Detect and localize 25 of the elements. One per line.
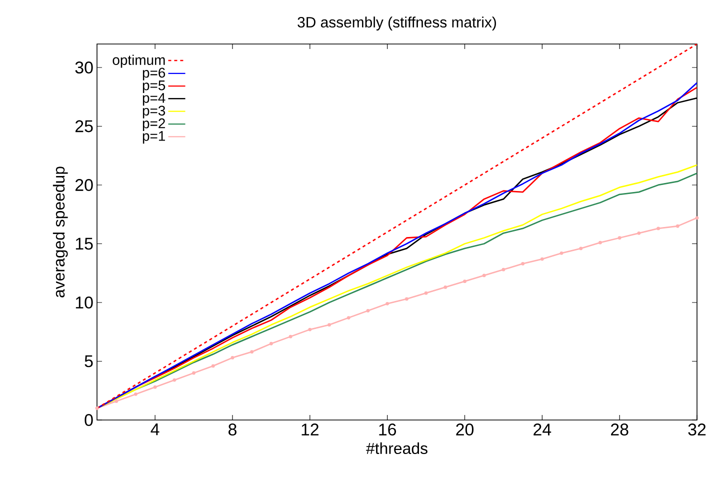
x-tick-label: 4 [150, 424, 160, 436]
legend-label: optimum [112, 54, 165, 68]
y-tick-label: 10 [76, 296, 93, 308]
legend-label: p=5 [142, 80, 166, 94]
y-tick-label: 5 [84, 355, 93, 368]
y-tick-label: 30 [75, 62, 93, 74]
y-axis-title: averaged speedup [52, 166, 68, 298]
y-tick-label: 15 [76, 238, 93, 250]
legend-label: p=1 [142, 131, 165, 144]
y-tick-label: 0 [84, 414, 93, 426]
x-tick-label: 24 [534, 424, 552, 436]
x-tick-label: 32 [688, 424, 706, 436]
x-tick-label: 12 [302, 424, 318, 436]
y-tick-label: 20 [76, 179, 93, 191]
legend-label: p=3 [142, 106, 166, 118]
legend-label: p=2 [142, 118, 165, 132]
legend-label: p=4 [142, 93, 166, 106]
x-tick-label: 16 [379, 424, 396, 436]
x-tick-label: 28 [611, 424, 628, 436]
chart-title: 3D assembly (stiffness matrix) [298, 16, 496, 30]
x-axis-title: #threads [366, 442, 428, 454]
legend-label: p=6 [142, 68, 166, 80]
x-tick-label: 8 [228, 424, 236, 436]
x-tick-label: 20 [456, 424, 474, 436]
y-tick-label: 25 [76, 120, 93, 132]
